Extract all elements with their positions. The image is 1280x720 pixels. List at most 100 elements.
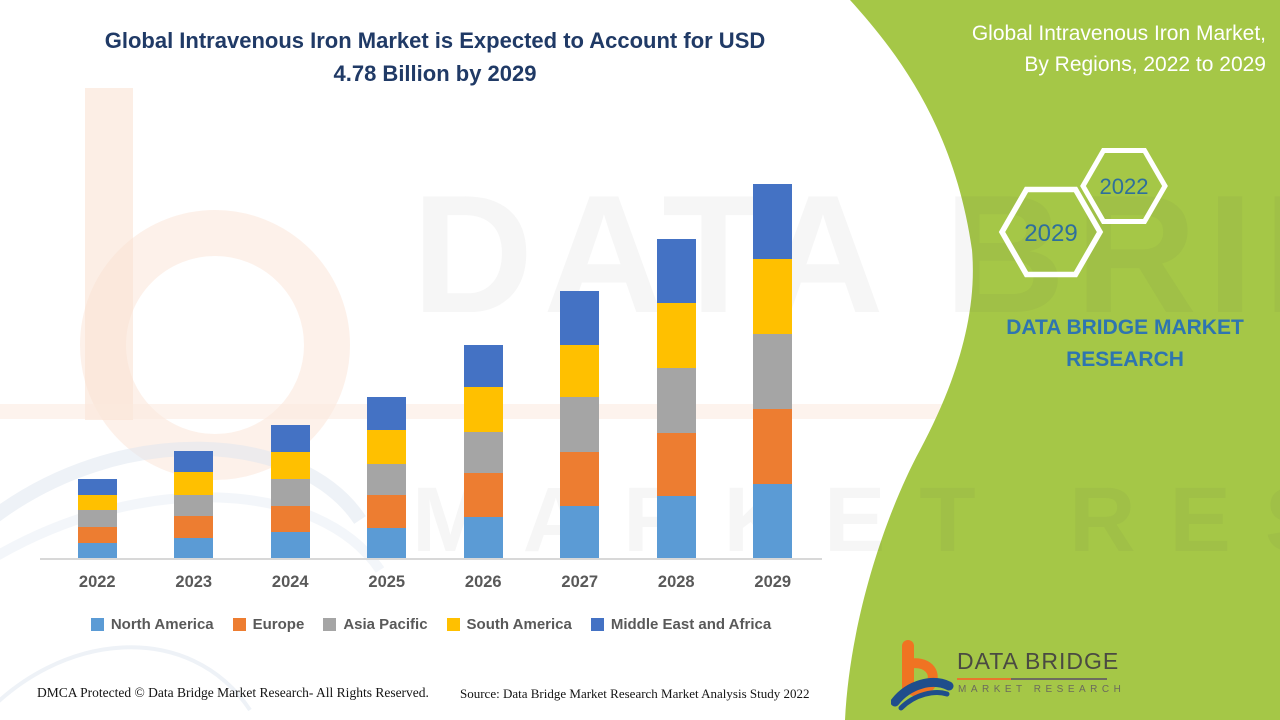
bar-segment-2024-south-america	[270, 451, 310, 479]
bar-segment-2024-asia-pacific	[270, 478, 310, 506]
dbmr-logo-subtitle: MARKET RESEARCH	[958, 684, 1126, 695]
bar-segment-2025-south-america	[367, 430, 407, 465]
bar-segment-2027-middle-east-and-africa	[560, 290, 600, 345]
x-axis-line	[40, 558, 822, 560]
bar-slot-2029	[725, 179, 822, 559]
bar-segment-2025-north-america	[367, 527, 407, 559]
bar-segment-2023-asia-pacific	[174, 495, 214, 516]
hexagon-2029	[998, 186, 1104, 278]
bar-segment-2025-europe	[367, 495, 407, 528]
x-axis-label-2026: 2026	[464, 573, 502, 591]
hexagon-2022-label: 2022	[1100, 174, 1149, 199]
bar-2027	[560, 290, 600, 559]
bar-2028	[656, 238, 696, 559]
bar-segment-2026-europe	[463, 472, 503, 517]
x-axis-label-2025: 2025	[368, 573, 406, 591]
bar-segment-2027-asia-pacific	[560, 397, 600, 452]
dbmr-logo-mark	[890, 640, 954, 711]
legend-swatch-icon	[590, 618, 604, 631]
bar-segment-2024-europe	[270, 505, 310, 533]
footer-source: Source: Data Bridge Market Research Mark…	[460, 686, 810, 701]
bar-2029	[753, 184, 793, 559]
bar-segment-2022-middle-east-and-africa	[77, 479, 117, 495]
bar-segment-2022-south-america	[77, 494, 117, 510]
hexagon-years: 2022 2029	[998, 148, 1168, 278]
bar-segment-2029-middle-east-and-africa	[753, 184, 793, 259]
bar-segment-2028-asia-pacific	[656, 367, 696, 433]
legend-item-north-america: North America	[90, 616, 214, 633]
bar-segment-2029-asia-pacific	[753, 333, 793, 410]
bar-segment-2026-middle-east-and-africa	[463, 344, 503, 388]
legend: North America Europe Asia Pacific South Ame…	[40, 616, 822, 633]
x-axis-label-2028: 2028	[657, 573, 695, 591]
bar-segment-2025-middle-east-and-africa	[367, 397, 407, 431]
legend-label: North America	[110, 616, 214, 633]
bar-segment-2026-asia-pacific	[463, 431, 503, 473]
bar-segment-2027-north-america	[560, 505, 600, 559]
bar-segment-2024-north-america	[270, 532, 310, 559]
bar-segment-2029-north-america	[753, 484, 793, 559]
chart-title-line1: Global Intravenous Iron Market is Expect…	[104, 28, 766, 53]
chart-title-line2: 4.78 Billion by 2029	[333, 61, 537, 86]
bar-slot-2028	[628, 179, 725, 559]
bar-segment-2028-north-america	[656, 496, 696, 559]
brand-text: DATA BRIDGE MARKET RESEARCH	[975, 312, 1275, 376]
dbmr-logo: DATA BRIDGE MARKET RESEARCH	[890, 636, 1121, 716]
x-axis-label-2023: 2023	[175, 573, 213, 591]
bar-slot-2027	[532, 179, 629, 559]
bar-segment-2028-south-america	[656, 302, 696, 368]
bar-segment-2025-asia-pacific	[367, 464, 407, 496]
legend-swatch-icon	[323, 618, 337, 631]
legend-swatch-icon	[446, 618, 460, 631]
bar-2025	[367, 397, 407, 559]
bar-segment-2023-north-america	[174, 537, 214, 559]
green-panel-shape	[845, 0, 1280, 720]
bar-slot-2022	[49, 179, 146, 559]
brand-text-line1: DATA BRIDGE MARKET	[1006, 316, 1244, 339]
bar-segment-2023-europe	[174, 515, 214, 538]
bar-segment-2027-south-america	[560, 344, 600, 398]
brand-text-line2: RESEARCH	[1066, 348, 1184, 371]
bar-segment-2028-middle-east-and-africa	[656, 238, 696, 303]
bar-slot-2026	[435, 179, 532, 559]
bar-segment-2029-europe	[753, 409, 793, 485]
legend-item-europe: Europe	[232, 616, 304, 633]
dbmr-logo-title: DATA BRIDGE	[957, 648, 1120, 674]
panel-title-line1: Global Intravenous Iron Market,	[971, 22, 1266, 45]
bar-2023	[174, 450, 214, 559]
x-axis-label-2022: 2022	[78, 573, 116, 591]
bar-slot-2025	[339, 179, 436, 559]
x-axis-label-2027: 2027	[561, 573, 599, 591]
x-axis-labels: 2022 2023 2024 2025 2026 2027 2028 2029	[49, 573, 821, 592]
x-axis-label-2024: 2024	[271, 573, 309, 591]
panel-title: Global Intravenous Iron Market, By Regio…	[836, 18, 1266, 80]
hexagon-2029-label: 2029	[1024, 220, 1077, 247]
bar-2024	[270, 424, 310, 559]
bar-2022	[77, 479, 117, 559]
bar-segment-2022-north-america	[77, 542, 117, 559]
bar-segment-2029-south-america	[753, 258, 793, 334]
legend-item-south-america: South America	[446, 616, 572, 633]
footer-dmca: DMCA Protected © Data Bridge Market Rese…	[37, 685, 429, 700]
legend-label: South America	[466, 616, 572, 633]
bar-segment-2022-asia-pacific	[77, 509, 117, 527]
bar-segment-2024-middle-east-and-africa	[270, 424, 310, 452]
bars-plot	[49, 179, 821, 559]
bar-segment-2023-middle-east-and-africa	[174, 450, 214, 472]
legend-item-middle-east-and-africa: Middle East and Africa	[590, 616, 771, 633]
bar-segment-2026-south-america	[463, 387, 503, 432]
hexagon-2022	[1080, 148, 1168, 224]
bar-segment-2026-north-america	[463, 516, 503, 559]
bar-segment-2028-europe	[656, 432, 696, 497]
bar-segment-2027-europe	[560, 451, 600, 506]
legend-item-asia-pacific: Asia Pacific	[323, 616, 428, 633]
chart-title: Global Intravenous Iron Market is Expect…	[65, 24, 805, 90]
bar-slot-2024	[242, 179, 339, 559]
dbmr-logo-rule	[957, 678, 1107, 680]
legend-label: Asia Pacific	[343, 616, 428, 633]
panel-title-line2: By Regions, 2022 to 2029	[1024, 53, 1266, 76]
